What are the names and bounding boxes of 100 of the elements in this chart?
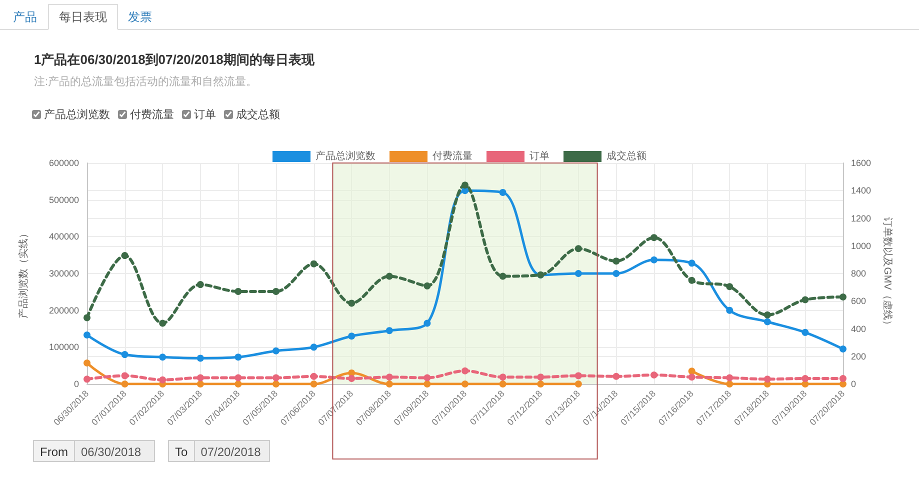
y2-tick-label: 0 xyxy=(851,379,856,389)
y2-tick-label: 1200 xyxy=(851,213,872,224)
point xyxy=(272,347,280,354)
point xyxy=(386,327,393,334)
text: To xyxy=(168,440,195,462)
point xyxy=(121,372,128,380)
point xyxy=(386,272,393,280)
point xyxy=(612,372,620,380)
legend-label: 成交总额 xyxy=(606,150,646,162)
point xyxy=(84,376,90,383)
point xyxy=(386,374,393,381)
point xyxy=(159,354,166,361)
point xyxy=(159,320,166,327)
point xyxy=(234,374,242,382)
point xyxy=(462,182,468,189)
point xyxy=(726,306,734,314)
point xyxy=(802,374,809,382)
point xyxy=(462,380,468,388)
point xyxy=(84,332,90,339)
point xyxy=(840,374,846,382)
point xyxy=(612,258,620,265)
point xyxy=(234,288,242,295)
legend-label: 付费流量 xyxy=(432,150,472,162)
y-tick-label: 0 xyxy=(74,379,79,389)
point xyxy=(386,380,393,388)
chart-subtitle: 注:产品的总流量包括活动的流量和自然流量。 xyxy=(34,74,258,89)
point xyxy=(650,372,658,379)
point xyxy=(424,374,431,382)
point xyxy=(84,314,90,322)
point xyxy=(764,376,771,383)
point xyxy=(537,380,544,388)
point xyxy=(310,344,318,351)
y-tick-label: 400000 xyxy=(48,232,79,242)
y2-tick-label: 600 xyxy=(851,296,866,306)
point xyxy=(234,354,242,361)
point xyxy=(764,311,771,318)
point xyxy=(272,380,280,388)
point xyxy=(84,360,90,367)
point xyxy=(462,367,468,374)
point xyxy=(499,188,506,196)
point xyxy=(310,380,318,388)
chart-title: 1产品在06/30/2018到07/20/2018期间的每日表现 xyxy=(34,51,314,69)
point xyxy=(688,276,696,284)
point xyxy=(499,272,506,280)
text: From xyxy=(33,440,75,462)
y-tick-label: 200000 xyxy=(48,305,79,316)
point xyxy=(802,328,809,336)
point xyxy=(121,380,128,388)
point xyxy=(650,256,658,264)
y2-tick-label: 800 xyxy=(851,268,866,278)
point xyxy=(650,234,658,242)
point xyxy=(272,374,280,382)
point xyxy=(234,380,242,388)
point xyxy=(764,318,771,326)
y-axis-title: 产品浏览数（实线） xyxy=(18,228,30,318)
point xyxy=(499,380,506,388)
point xyxy=(726,380,734,388)
point xyxy=(348,332,356,340)
point xyxy=(348,374,356,382)
point xyxy=(310,260,318,268)
text: 产品 xyxy=(12,9,38,26)
point xyxy=(802,296,809,304)
point xyxy=(688,368,696,375)
point xyxy=(272,288,280,295)
text: 产品总浏览数 xyxy=(44,109,110,121)
y2-axis-title: 订单数以及GMV（虚线） xyxy=(881,217,894,330)
y2-tick-label: 1600 xyxy=(851,158,872,168)
point xyxy=(424,282,431,290)
point xyxy=(574,270,582,277)
y2-tick-label: 1000 xyxy=(851,240,872,251)
point xyxy=(310,372,318,380)
point xyxy=(537,374,544,381)
text: 07/20/2018 xyxy=(194,440,270,462)
y-tick-label: 600000 xyxy=(48,158,79,168)
point xyxy=(424,380,431,388)
point xyxy=(840,293,846,300)
point xyxy=(612,270,620,277)
y-tick-label: 500000 xyxy=(48,194,79,205)
point xyxy=(348,300,356,307)
point xyxy=(726,283,734,290)
y-tick-label: 300000 xyxy=(48,268,79,278)
point xyxy=(196,380,204,388)
point xyxy=(726,374,734,382)
y2-tick-label: 400 xyxy=(851,324,866,334)
point xyxy=(196,374,204,382)
point xyxy=(424,320,431,327)
text: 发票 xyxy=(127,9,153,26)
text: 订单 xyxy=(194,109,216,121)
y2-tick-label: 200 xyxy=(851,351,866,362)
point xyxy=(574,372,582,380)
point xyxy=(688,260,696,267)
point xyxy=(196,281,204,288)
point xyxy=(196,354,204,362)
point xyxy=(159,376,166,384)
y-tick-label: 100000 xyxy=(48,342,79,352)
point xyxy=(574,245,582,252)
legend-label: 订单 xyxy=(530,150,550,162)
text: 付费流量 xyxy=(130,109,174,121)
point xyxy=(121,351,128,358)
text: 06/30/2018 xyxy=(75,440,155,462)
